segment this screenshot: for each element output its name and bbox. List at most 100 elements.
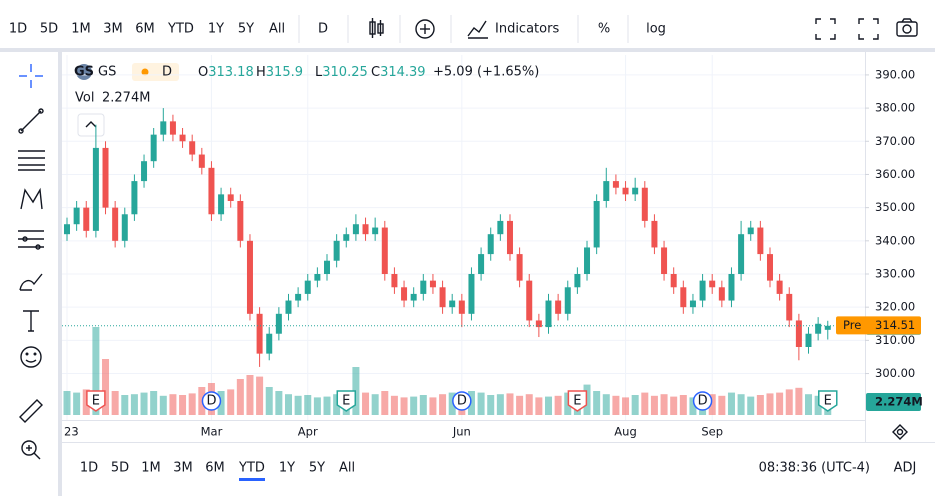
candle-body — [169, 121, 176, 135]
symbol-logo — [76, 64, 92, 80]
range-button[interactable]: 6M — [205, 461, 225, 476]
candle-body — [487, 234, 494, 255]
ohlc-label: O313.18 — [198, 65, 254, 80]
volume-bar — [179, 395, 187, 415]
candle-body — [83, 207, 90, 231]
volume-bar — [265, 387, 273, 415]
range-button[interactable]: YTD — [167, 22, 194, 37]
range-button[interactable]: 3M — [103, 22, 123, 37]
volume-bar — [737, 394, 745, 415]
pattern-tool[interactable] — [20, 187, 43, 210]
event-label: D — [698, 394, 708, 409]
range-button[interactable]: 1Y — [208, 22, 224, 37]
text-tool[interactable] — [23, 310, 39, 332]
y-tick-label: 390.00 — [875, 67, 915, 81]
volume-bar — [275, 391, 283, 415]
fullscreen-icon[interactable] — [815, 18, 879, 40]
compare-icon[interactable] — [415, 19, 435, 39]
event-marker — [201, 391, 222, 411]
volume-bar — [400, 397, 408, 415]
range-button[interactable]: 1M — [71, 22, 91, 37]
prediction-tool[interactable] — [18, 230, 44, 250]
brush-tool[interactable] — [19, 273, 43, 291]
y-tick-label: 370.00 — [875, 134, 915, 148]
volume-bar — [304, 395, 312, 415]
candle-body — [391, 274, 398, 288]
range-button[interactable]: 5D — [40, 22, 58, 37]
toolbar-border — [0, 48, 935, 52]
volume-bar — [63, 391, 71, 415]
range-button[interactable]: 6M — [135, 22, 155, 37]
volume-bar — [487, 395, 495, 415]
range-button[interactable]: 3M — [173, 461, 193, 476]
range-button[interactable]: 1M — [141, 461, 161, 476]
fib-tool[interactable] — [18, 150, 45, 171]
candle-body — [689, 300, 696, 308]
range-button[interactable]: 1D — [80, 461, 98, 476]
range-button[interactable]: 1Y — [279, 461, 295, 476]
y-tick-label: 350.00 — [875, 200, 915, 214]
range-button[interactable]: All — [269, 22, 285, 37]
candle-body — [362, 224, 369, 235]
trend-line-tool[interactable] — [18, 108, 44, 134]
volume-bar — [766, 393, 774, 415]
candle-body — [680, 287, 687, 308]
emoji-tool[interactable] — [20, 346, 42, 368]
indicators-icon[interactable] — [467, 20, 488, 39]
volume-bar — [622, 397, 630, 415]
range-button[interactable]: 5D — [111, 461, 129, 476]
volume-bar — [496, 394, 504, 415]
volume-bar — [102, 359, 110, 415]
time-axis-border — [62, 420, 865, 421]
volume-bar — [390, 395, 398, 415]
change: +5.09 (+1.65%) — [433, 65, 539, 80]
log-button[interactable]: log — [646, 22, 666, 37]
candle-body — [121, 214, 128, 241]
range-button[interactable]: 5Y — [309, 461, 325, 476]
candle-body — [709, 280, 716, 288]
interval-button[interactable]: D — [318, 22, 328, 37]
volume-bar — [217, 391, 225, 415]
candle-body — [776, 280, 783, 294]
candle-body — [381, 227, 388, 274]
range-button[interactable]: 1D — [9, 22, 27, 37]
x-tick-label: Jun — [452, 425, 471, 439]
event-label: E — [342, 394, 350, 409]
candle-body — [468, 274, 475, 314]
volume-bar — [670, 396, 678, 415]
percent-button[interactable]: % — [598, 22, 610, 37]
zoom-tool[interactable] — [21, 440, 41, 460]
volume-bar — [525, 394, 533, 415]
x-tick-label: Aug — [614, 425, 636, 439]
pre-market-name: Pre — [843, 318, 861, 332]
ruler-tool[interactable] — [19, 399, 43, 423]
range-button[interactable]: All — [339, 461, 355, 476]
range-button[interactable]: YTD — [238, 461, 265, 476]
adj-button[interactable]: ADJ — [894, 461, 917, 476]
volume-bar — [679, 395, 687, 415]
crosshair-tool[interactable] — [19, 64, 43, 88]
volume-bar — [371, 394, 379, 415]
ohlc-value: 315.9 — [266, 65, 303, 80]
ohlc-key: C — [371, 65, 380, 80]
ohlc-key: O — [198, 65, 208, 80]
candle-body — [661, 247, 668, 274]
candle-body — [824, 325, 831, 330]
volume-bar — [795, 387, 803, 415]
volume-bar — [448, 392, 456, 415]
ohlc-value: 314.39 — [380, 65, 426, 80]
volume-bar — [785, 389, 793, 415]
collapse-icon[interactable] — [85, 121, 97, 128]
candle-body — [622, 187, 629, 195]
settings-icon[interactable] — [892, 424, 908, 440]
indicators-button[interactable]: Indicators — [495, 22, 559, 37]
candle-body — [198, 154, 205, 168]
chart-style-icon[interactable] — [369, 18, 384, 38]
volume-tag-label: 2.274M — [875, 395, 923, 409]
y-tick-label: 380.00 — [875, 101, 915, 115]
snapshot-icon[interactable] — [896, 18, 918, 37]
volume-bar — [410, 396, 418, 415]
candle-body — [738, 234, 745, 274]
collapse-button[interactable] — [77, 113, 105, 137]
range-button[interactable]: 5Y — [238, 22, 254, 37]
